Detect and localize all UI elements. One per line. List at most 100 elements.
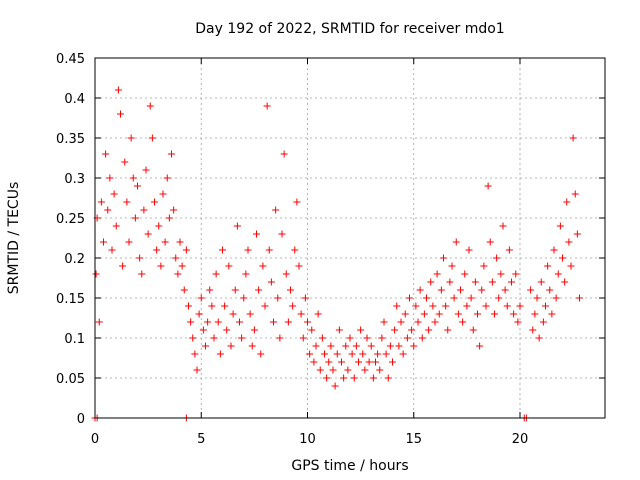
data-point: [355, 358, 362, 366]
data-point: [125, 238, 133, 246]
data-point: [501, 286, 509, 294]
y-tick-label: 0: [77, 412, 85, 427]
data-point: [374, 350, 382, 358]
data-point: [210, 334, 218, 342]
data-point: [219, 246, 226, 254]
data-point: [425, 326, 433, 334]
data-point: [433, 270, 441, 278]
data-point: [423, 294, 430, 302]
x-tick-label: 10: [299, 432, 316, 447]
data-point: [465, 246, 473, 254]
data-point: [378, 334, 386, 342]
data-point: [293, 198, 301, 206]
data-point: [276, 334, 284, 342]
data-point: [244, 246, 252, 254]
data-point: [576, 294, 583, 302]
data-point: [573, 230, 581, 238]
data-point: [376, 366, 384, 374]
data-point: [457, 286, 464, 294]
data-point: [168, 150, 175, 158]
data-point: [416, 286, 424, 294]
data-point: [208, 302, 216, 310]
data-point: [476, 342, 484, 350]
data-point: [151, 198, 158, 206]
data-point: [499, 222, 507, 230]
data-point: [170, 206, 178, 214]
data-point: [240, 294, 248, 302]
data-point: [469, 326, 477, 334]
data-point: [212, 270, 220, 278]
grid-lines: [95, 58, 605, 418]
data-point: [446, 278, 454, 286]
data-point: [548, 310, 556, 318]
data-point: [352, 342, 360, 350]
data-point: [195, 310, 203, 318]
data-point: [97, 198, 105, 206]
data-point: [280, 150, 288, 158]
data-point: [327, 342, 335, 350]
data-point: [493, 254, 501, 262]
data-point: [408, 326, 416, 334]
data-point: [342, 342, 350, 350]
data-point: [287, 286, 294, 294]
data-point: [488, 278, 496, 286]
data-point: [289, 302, 297, 310]
data-point: [104, 206, 112, 214]
data-point: [295, 262, 303, 270]
data-point: [482, 302, 490, 310]
data-point: [474, 310, 481, 318]
data-point: [199, 326, 207, 334]
data-point: [571, 190, 579, 198]
chart-title: Day 192 of 2022, SRMTID for receiver mdo…: [195, 21, 504, 37]
data-point: [140, 206, 148, 214]
data-point: [146, 102, 154, 110]
data-point: [157, 262, 165, 270]
data-point: [401, 310, 409, 318]
data-point: [123, 198, 131, 206]
data-point: [348, 350, 356, 358]
x-tick-label: 15: [405, 432, 422, 447]
data-point: [380, 318, 388, 326]
data-point: [193, 366, 201, 374]
data-point: [467, 294, 475, 302]
data-point: [495, 294, 503, 302]
data-point: [119, 262, 127, 270]
data-point: [391, 326, 399, 334]
data-point: [161, 238, 169, 246]
data-point: [440, 254, 447, 262]
data-point: [435, 310, 443, 318]
data-point: [155, 222, 163, 230]
data-point: [129, 174, 137, 182]
data-point: [221, 302, 229, 310]
data-point: [159, 190, 167, 198]
data-point: [427, 278, 435, 286]
data-point: [176, 238, 184, 246]
data-point: [420, 310, 428, 318]
y-tick-label: 0.05: [56, 372, 85, 387]
data-point: [333, 350, 341, 358]
data-point: [533, 294, 541, 302]
data-point: [231, 286, 239, 294]
data-point: [131, 214, 139, 222]
data-point: [508, 278, 515, 286]
data-point: [542, 302, 549, 310]
data-point: [306, 350, 314, 358]
data-point: [478, 286, 486, 294]
data-point: [233, 222, 241, 230]
data-point: [282, 270, 290, 278]
data-point: [412, 302, 420, 310]
data-point: [316, 366, 324, 374]
data-point: [100, 238, 107, 246]
data-point: [386, 342, 394, 350]
data-point: [527, 286, 535, 294]
data-point: [510, 310, 518, 318]
data-point: [242, 270, 250, 278]
data-point: [248, 342, 256, 350]
data-point: [480, 262, 488, 270]
data-point: [206, 286, 214, 294]
data-point: [227, 342, 235, 350]
y-tick-label: 0.4: [64, 92, 85, 107]
data-point: [546, 286, 554, 294]
data-point: [497, 270, 505, 278]
